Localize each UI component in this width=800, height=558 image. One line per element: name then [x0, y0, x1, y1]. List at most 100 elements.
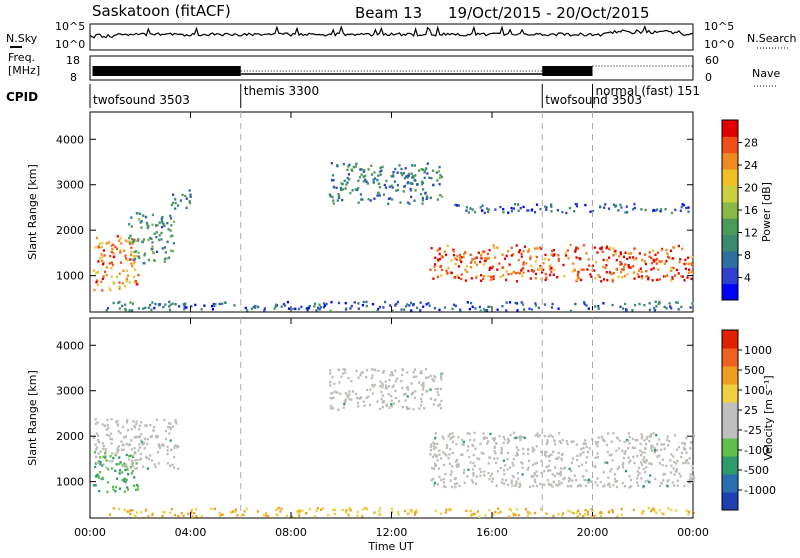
echo-cell: [664, 208, 667, 211]
echo-cell: [599, 514, 603, 518]
echo-cell: [94, 465, 97, 469]
echo-cell: [365, 396, 368, 400]
echo-cell: [531, 449, 535, 452]
echo-cell: [105, 308, 108, 312]
echo-cell: [690, 441, 693, 444]
echo-cell: [294, 307, 297, 311]
echo-cell: [595, 442, 598, 446]
echo-cell: [540, 450, 543, 454]
echo-cell: [654, 258, 658, 262]
echo-cell: [318, 307, 321, 311]
echo-cell: [200, 515, 203, 518]
echo-cell: [234, 510, 237, 513]
echo-cell: [396, 171, 399, 174]
echo-cell: [404, 392, 407, 396]
echo-cell: [602, 265, 605, 269]
echo-cell: [636, 438, 639, 442]
echo-cell: [306, 307, 309, 310]
echo-cell: [482, 432, 485, 435]
echo-cell: [570, 440, 573, 443]
echo-cell: [471, 443, 474, 447]
echo-cell: [469, 207, 472, 210]
echo-cell: [419, 309, 422, 312]
echo-cell: [571, 479, 574, 482]
echo-cell: [667, 444, 670, 447]
echo-cell: [600, 435, 603, 439]
echo-cell: [462, 471, 465, 475]
echo-cell: [464, 251, 467, 254]
echo-cell: [404, 167, 407, 170]
echo-cell: [475, 275, 478, 278]
echo-cell: [160, 217, 163, 220]
echo-cell: [659, 209, 662, 213]
echo-cell: [100, 253, 103, 256]
echo-cell: [582, 244, 585, 247]
echo-cell: [97, 441, 100, 444]
echo-cell: [486, 309, 489, 312]
freq-tick-top: 18: [66, 54, 80, 67]
echo-cell: [520, 269, 523, 272]
echo-cell: [495, 442, 498, 445]
echo-cell: [110, 244, 113, 247]
echo-cell: [109, 455, 112, 458]
echo-cell: [137, 251, 140, 254]
echo-cell: [650, 268, 653, 271]
echo-cell: [640, 477, 643, 480]
y-tick-label: 4000: [56, 339, 84, 352]
echo-cell: [612, 483, 615, 487]
echo-cell: [454, 262, 457, 266]
echo-cell: [560, 458, 563, 462]
echo-cell: [114, 490, 117, 493]
echo-cell: [609, 470, 612, 473]
echo-cell: [468, 438, 472, 442]
echo-cell: [182, 303, 185, 306]
echo-cell: [669, 249, 673, 252]
echo-cell: [671, 257, 675, 260]
echo-cell: [365, 304, 368, 308]
echo-cell: [430, 247, 433, 250]
echo-cell: [627, 432, 631, 435]
echo-cell: [674, 469, 677, 473]
echo-cell: [151, 301, 154, 304]
echo-cell: [100, 280, 103, 284]
echo-cell: [356, 188, 359, 192]
echo-cell: [521, 466, 524, 469]
echo-cell: [495, 484, 498, 487]
echo-cell: [406, 182, 409, 185]
echo-cell: [692, 511, 696, 514]
echo-cell: [633, 258, 636, 261]
echo-cell: [517, 477, 520, 480]
echo-cell: [366, 388, 369, 392]
echo-cell: [362, 170, 365, 173]
echo-cell: [156, 450, 160, 454]
echo-cell: [408, 304, 411, 307]
echo-cell: [527, 466, 530, 469]
echo-cell: [526, 514, 529, 517]
echo-cell: [147, 225, 150, 228]
echo-cell: [587, 481, 590, 484]
echo-cell: [611, 280, 614, 283]
echo-cell: [373, 197, 376, 200]
echo-cell: [671, 276, 674, 279]
echo-cell: [377, 191, 380, 194]
echo-cell: [274, 303, 278, 306]
echo-cell: [146, 442, 149, 445]
echo-cell: [161, 247, 164, 250]
echo-cell: [461, 453, 464, 456]
echo-cell: [112, 507, 115, 510]
echo-cell: [317, 306, 320, 309]
echo-cell: [347, 377, 350, 380]
echo-cell: [131, 302, 134, 305]
echo-cell: [195, 508, 198, 511]
echo-cell: [587, 307, 590, 310]
colorbar-tick-label: -25: [744, 424, 762, 437]
echo-cell: [685, 206, 688, 210]
velocity-cbar-label: Velocity [m s⁻¹]: [762, 375, 775, 460]
echo-cell: [169, 464, 172, 467]
echo-cell: [134, 467, 137, 470]
echo-cell: [527, 459, 531, 463]
echo-cell: [673, 473, 676, 476]
echo-cell: [392, 402, 396, 405]
echo-cell: [692, 475, 695, 478]
echo-cell: [665, 274, 669, 277]
